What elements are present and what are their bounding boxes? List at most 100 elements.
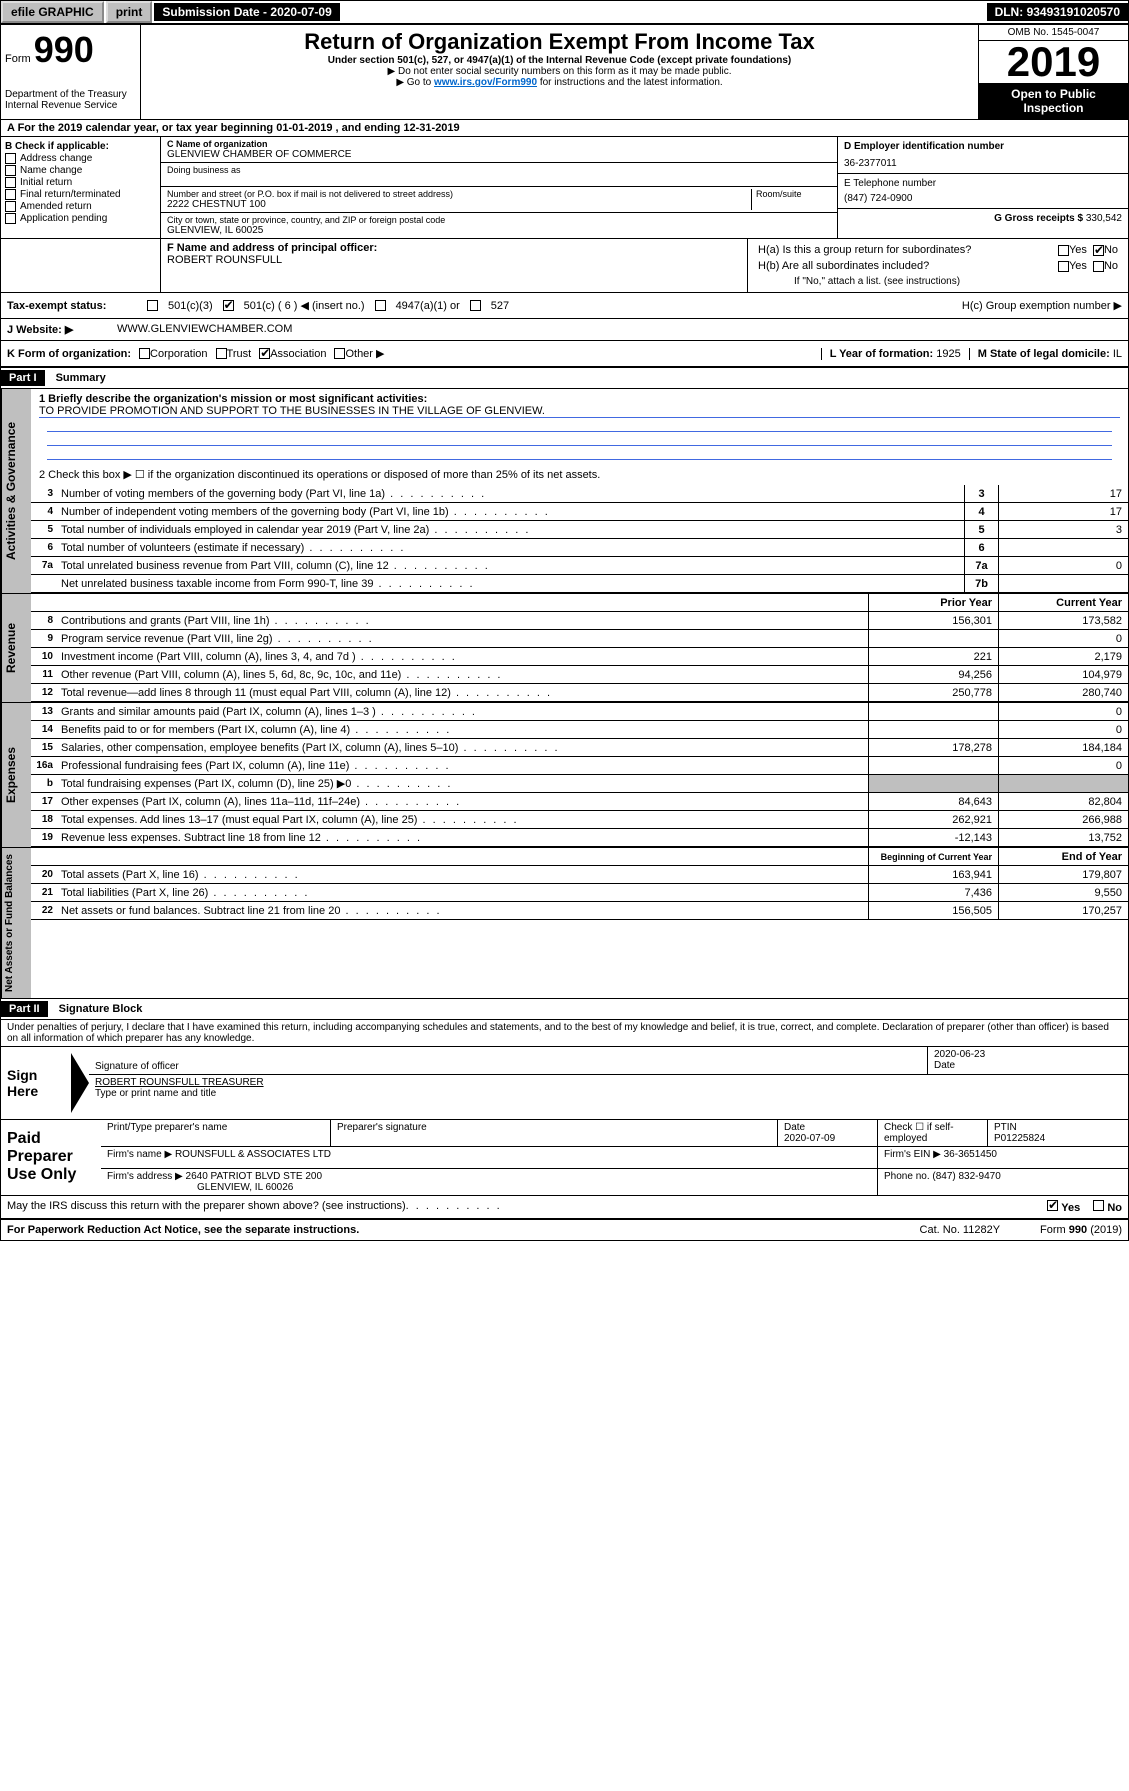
hb-no-chk[interactable]	[1093, 261, 1104, 272]
ein-value: 36-2377011	[844, 158, 1122, 169]
m-value: IL	[1113, 348, 1122, 360]
ein-label: D Employer identification number	[844, 141, 1122, 152]
note-2: ▶ Go to www.irs.gov/Form990 for instruct…	[145, 77, 974, 88]
m-label: M State of legal domicile:	[978, 348, 1113, 360]
org-name-label: C Name of organization	[167, 139, 831, 149]
data-line: 13 Grants and similar amounts paid (Part…	[31, 703, 1128, 721]
website-value: WWW.GLENVIEWCHAMBER.COM	[117, 323, 292, 336]
end-year-header: End of Year	[998, 848, 1128, 865]
data-line: b Total fundraising expenses (Part IX, c…	[31, 775, 1128, 793]
section-b: B Check if applicable: Address change Na…	[1, 137, 161, 238]
chk-501c3[interactable]	[147, 300, 158, 311]
chk-trust[interactable]	[216, 348, 227, 359]
ptin-label: PTIN	[994, 1122, 1122, 1133]
city-label: City or town, state or province, country…	[167, 215, 831, 225]
chk-label: Initial return	[20, 177, 72, 188]
data-line: 19 Revenue less expenses. Subtract line …	[31, 829, 1128, 847]
print-btn[interactable]: print	[106, 1, 153, 23]
dept-label: Department of the Treasury Internal Reve…	[5, 89, 136, 111]
firm-addr-label: Firm's address ▶	[107, 1171, 183, 1182]
prep-sig-label: Preparer's signature	[331, 1120, 778, 1146]
paid-preparer-section: Paid Preparer Use Only Print/Type prepar…	[1, 1119, 1128, 1195]
yes-label: Yes	[1069, 260, 1087, 272]
sidebar-revenue: Revenue	[1, 594, 31, 702]
sidebar-netassets: Net Assets or Fund Balances	[1, 848, 31, 998]
chk-name-change[interactable]: Name change	[5, 165, 156, 176]
chk-4947[interactable]	[375, 300, 386, 311]
chk-final-return[interactable]: Final return/terminated	[5, 189, 156, 200]
prep-date-label: Date	[784, 1122, 871, 1133]
ha-no-chk[interactable]	[1093, 245, 1104, 256]
ha-yes-chk[interactable]	[1058, 245, 1069, 256]
note2-pre: ▶ Go to	[396, 77, 434, 88]
chk-amended[interactable]: Amended return	[5, 201, 156, 212]
part1-header: Part I	[1, 370, 45, 386]
city-value: GLENVIEW, IL 60025	[167, 225, 831, 236]
data-line: 12 Total revenue—add lines 8 through 11 …	[31, 684, 1128, 702]
info-grid: B Check if applicable: Address change Na…	[1, 137, 1128, 239]
gov-line: Net unrelated business taxable income fr…	[31, 575, 1128, 593]
part2-title: Signature Block	[51, 1001, 151, 1017]
chk-other[interactable]	[334, 348, 345, 359]
prior-year-header: Prior Year	[868, 594, 998, 611]
period-end: 12-31-2019	[403, 122, 459, 134]
firm-phone-label: Phone no.	[884, 1171, 932, 1182]
open-public-label: Open to Public Inspection	[979, 83, 1128, 119]
dln-value: 93493191020570	[1027, 5, 1120, 19]
year-box: OMB No. 1545-0047 2019 Open to Public In…	[978, 25, 1128, 119]
data-line: 11 Other revenue (Part VIII, column (A),…	[31, 666, 1128, 684]
hb-note: If "No," attach a list. (see instruction…	[754, 274, 1122, 289]
section-g: G Gross receipts $ 330,542	[838, 209, 1128, 228]
chk-initial-return[interactable]: Initial return	[5, 177, 156, 188]
k-row: K Form of organization: Corporation Trus…	[1, 341, 1128, 368]
sign-name-label: Type or print name and title	[95, 1088, 1122, 1099]
sidebar-governance: Activities & Governance	[1, 389, 31, 593]
opt-trust: Trust	[227, 348, 252, 360]
governance-section: Activities & Governance 1 Briefly descri…	[1, 389, 1128, 593]
sign-here-row: Sign Here Signature of officer 2020-06-2…	[1, 1046, 1128, 1119]
discuss-no-chk[interactable]	[1093, 1200, 1104, 1211]
gov-line: 7a Total unrelated business revenue from…	[31, 557, 1128, 575]
opt-527: 527	[491, 300, 509, 312]
discuss-yes-chk[interactable]	[1047, 1200, 1058, 1211]
chk-pending[interactable]: Application pending	[5, 213, 156, 224]
opt-4947: 4947(a)(1) or	[396, 300, 460, 312]
hc-label: H(c) Group exemption number ▶	[962, 299, 1122, 312]
chk-corp[interactable]	[139, 348, 150, 359]
phone-value: (847) 724-0900	[844, 193, 1122, 204]
chk-501c[interactable]	[223, 300, 234, 311]
note2-post: for instructions and the latest informat…	[540, 77, 723, 88]
gov-line: 4 Number of independent voting members o…	[31, 503, 1128, 521]
discuss-row: May the IRS discuss this return with the…	[1, 1195, 1128, 1218]
submission-label: Submission Date -	[162, 5, 270, 19]
data-line: 16a Professional fundraising fees (Part …	[31, 757, 1128, 775]
section-e: E Telephone number (847) 724-0900	[838, 174, 1128, 209]
firm-ein: 36-3651450	[944, 1149, 997, 1160]
chk-address-change[interactable]: Address change	[5, 153, 156, 164]
data-line: 15 Salaries, other compensation, employe…	[31, 739, 1128, 757]
yes-label: Yes	[1069, 244, 1087, 256]
part1-title: Summary	[48, 370, 114, 386]
chk-527[interactable]	[470, 300, 481, 311]
form990-link[interactable]: www.irs.gov/Form990	[434, 77, 537, 88]
efile-btn[interactable]: efile GRAPHIC	[1, 1, 104, 23]
data-line: 21 Total liabilities (Part X, line 26) 7…	[31, 884, 1128, 902]
chk-assoc[interactable]	[259, 348, 270, 359]
paid-label: Paid Preparer Use Only	[1, 1120, 101, 1195]
line1-label: 1 Briefly describe the organization's mi…	[39, 393, 1120, 405]
no-label: No	[1104, 244, 1118, 256]
gross-label: G Gross receipts $	[994, 213, 1086, 224]
form-label: Form	[5, 53, 31, 65]
chk-label: Name change	[20, 165, 82, 176]
website-row: J Website: ▶ WWW.GLENVIEWCHAMBER.COM	[1, 319, 1128, 341]
section-d: D Employer identification number 36-2377…	[838, 137, 1128, 174]
current-year-header: Current Year	[998, 594, 1128, 611]
period-mid: , and ending	[336, 122, 404, 134]
firm-addr: 2640 PATRIOT BLVD STE 200	[186, 1171, 323, 1182]
k-label: K Form of organization:	[7, 348, 131, 360]
hb-yes-chk[interactable]	[1058, 261, 1069, 272]
topbar: efile GRAPHIC print Submission Date - 20…	[0, 0, 1129, 24]
sign-date: 2020-06-23	[934, 1049, 1122, 1060]
officer-label: F Name and address of principal officer:	[167, 242, 741, 254]
period-label: A For the 2019 calendar year, or tax yea…	[7, 122, 276, 134]
